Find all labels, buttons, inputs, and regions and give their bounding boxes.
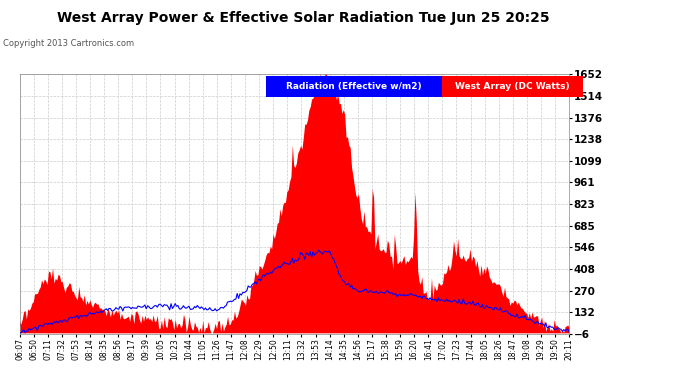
Text: West Array (DC Watts): West Array (DC Watts): [455, 82, 570, 91]
Text: Copyright 2013 Cartronics.com: Copyright 2013 Cartronics.com: [3, 39, 135, 48]
Text: Radiation (Effective w/m2): Radiation (Effective w/m2): [286, 82, 422, 91]
Text: West Array Power & Effective Solar Radiation Tue Jun 25 20:25: West Array Power & Effective Solar Radia…: [57, 11, 550, 25]
